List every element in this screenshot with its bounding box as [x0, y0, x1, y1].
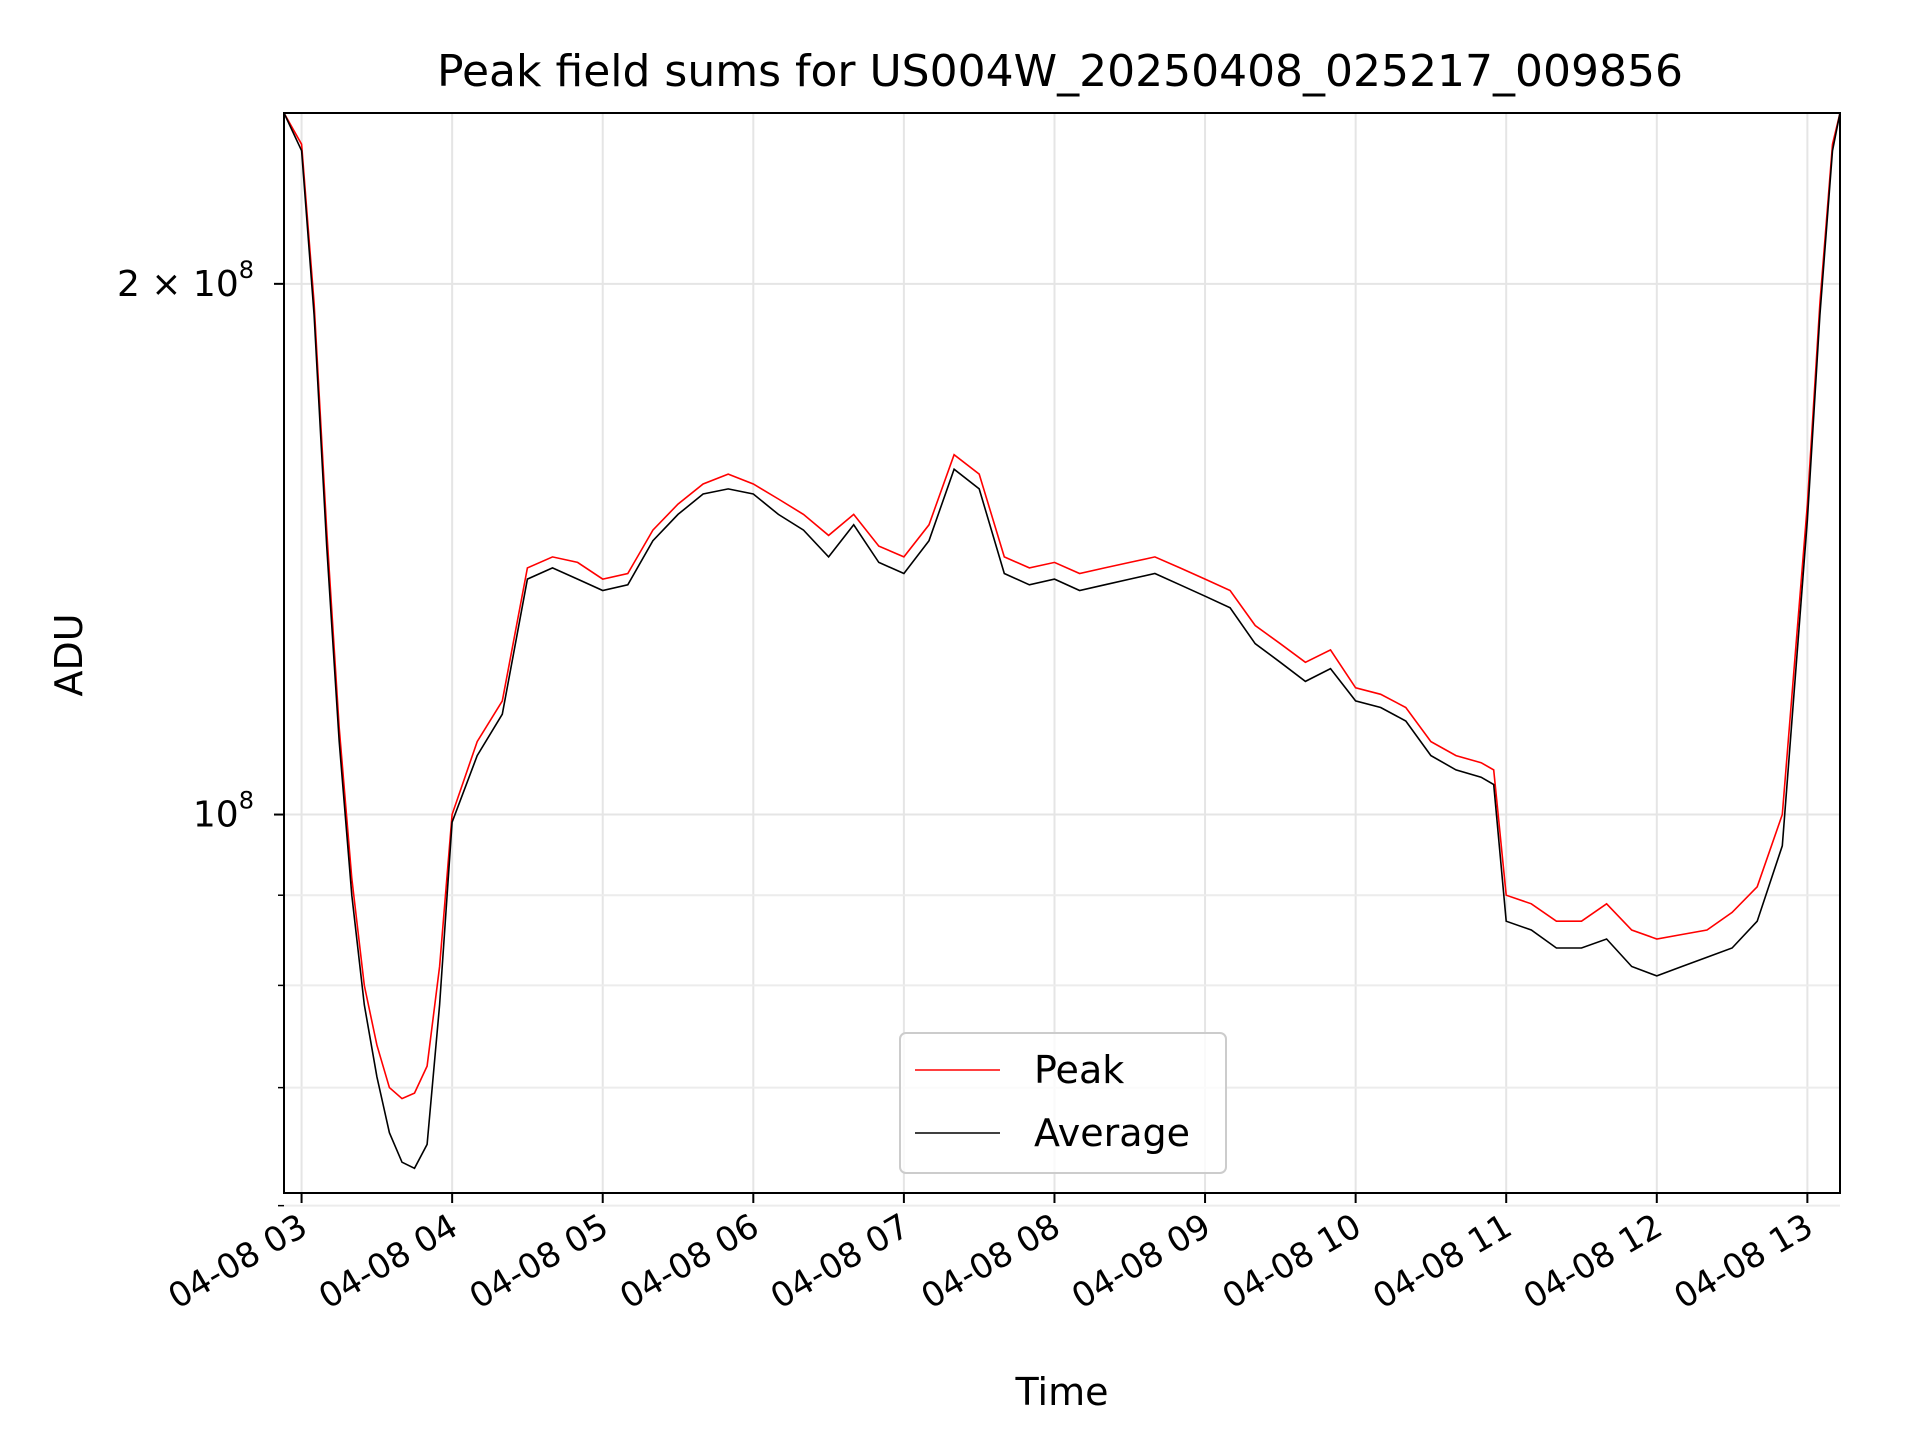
legend-label-peak: Peak	[1034, 1048, 1124, 1092]
plot-clip-group	[284, 113, 1840, 1170]
y-tick-label: 108	[193, 787, 254, 836]
y-tick-label-base: 10	[193, 795, 239, 836]
x-axis-label: Time	[1015, 1370, 1109, 1414]
y-tick-label-exponent: 8	[239, 787, 254, 815]
legend: Peak Average	[899, 1032, 1227, 1174]
plot-frame	[283, 112, 1841, 1194]
y-axis-label: ADU	[47, 613, 91, 696]
y-tick-label-base: 2 × 10	[117, 264, 239, 305]
series-line-peak	[284, 113, 1840, 1100]
y-tick-label-exponent: 8	[239, 256, 254, 284]
series-line-average	[284, 113, 1840, 1170]
y-tick-label: 2 × 108	[117, 256, 254, 305]
legend-label-average: Average	[1034, 1111, 1190, 1155]
chart-title: Peak field sums for US004W_20250408_0252…	[437, 46, 1683, 97]
legend-box	[899, 1032, 1227, 1174]
